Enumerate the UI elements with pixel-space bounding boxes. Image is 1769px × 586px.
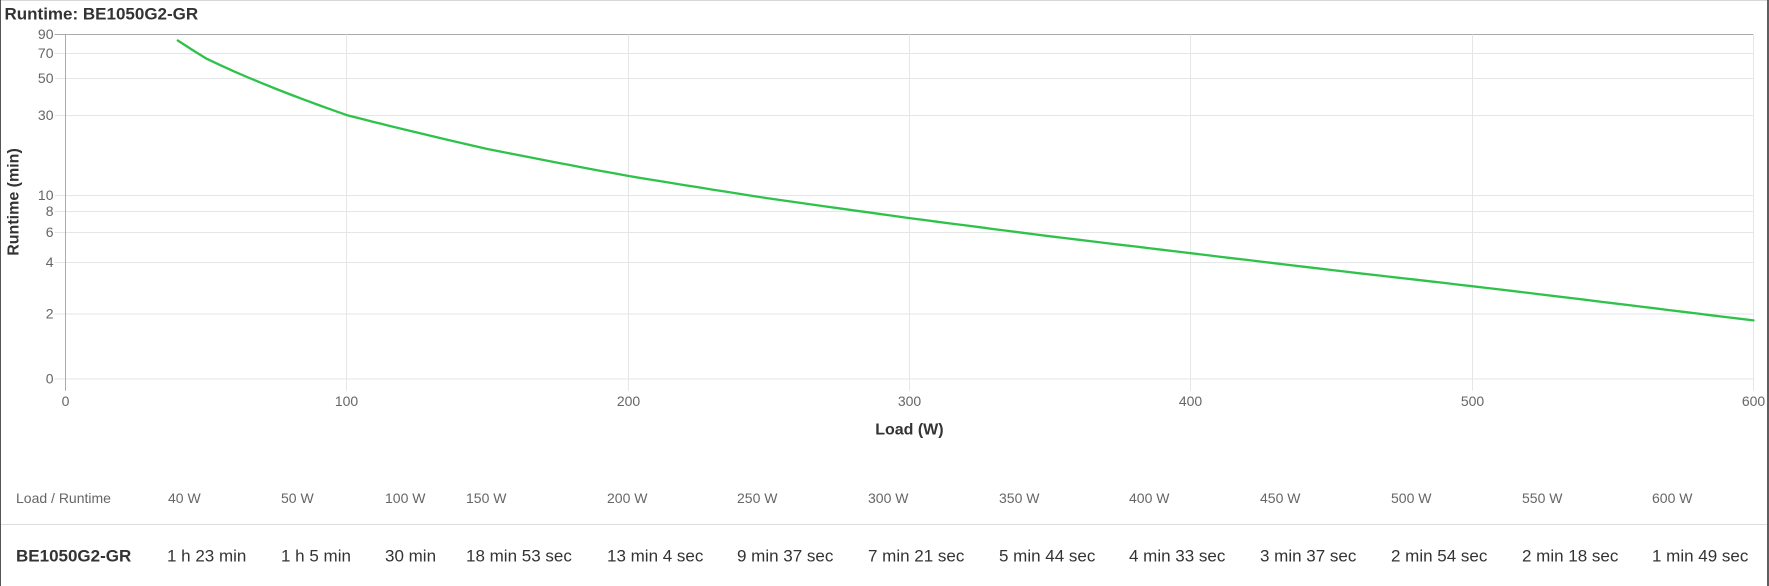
svg-text:50: 50 — [38, 70, 54, 86]
svg-text:300 W: 300 W — [868, 490, 909, 506]
svg-text:600: 600 — [1742, 393, 1766, 409]
svg-text:18 min 53 sec: 18 min 53 sec — [466, 546, 572, 565]
svg-text:BE1050G2-GR: BE1050G2-GR — [16, 546, 131, 565]
svg-text:Runtime (min): Runtime (min) — [6, 148, 23, 256]
svg-text:Load / Runtime: Load / Runtime — [16, 490, 111, 506]
svg-text:250 W: 250 W — [737, 490, 778, 506]
svg-text:350 W: 350 W — [999, 490, 1040, 506]
svg-text:500 W: 500 W — [1391, 490, 1432, 506]
svg-text:450 W: 450 W — [1260, 490, 1301, 506]
svg-text:Runtime: BE1050G2-GR: Runtime: BE1050G2-GR — [5, 5, 199, 24]
svg-text:300: 300 — [898, 393, 922, 409]
svg-text:100 W: 100 W — [385, 490, 426, 506]
svg-text:9 min 37 sec: 9 min 37 sec — [737, 546, 834, 565]
svg-text:7 min 21 sec: 7 min 21 sec — [868, 546, 965, 565]
svg-text:4 min 33 sec: 4 min 33 sec — [1129, 546, 1226, 565]
svg-text:400: 400 — [1179, 393, 1203, 409]
svg-text:40 W: 40 W — [168, 490, 201, 506]
svg-text:30 min: 30 min — [385, 546, 436, 565]
svg-text:200: 200 — [617, 393, 641, 409]
svg-text:13 min 4 sec: 13 min 4 sec — [607, 546, 704, 565]
svg-text:50 W: 50 W — [281, 490, 314, 506]
svg-text:1 h 5 min: 1 h 5 min — [281, 546, 351, 565]
svg-text:Load (W): Load (W) — [875, 422, 943, 439]
svg-text:400 W: 400 W — [1129, 490, 1170, 506]
svg-text:150 W: 150 W — [466, 490, 507, 506]
svg-text:1 min 49 sec: 1 min 49 sec — [1652, 546, 1749, 565]
svg-text:8: 8 — [46, 203, 54, 219]
svg-text:2 min 54 sec: 2 min 54 sec — [1391, 546, 1488, 565]
svg-text:90: 90 — [38, 26, 54, 42]
svg-text:600 W: 600 W — [1652, 490, 1693, 506]
svg-text:500: 500 — [1461, 393, 1485, 409]
svg-text:100: 100 — [335, 393, 359, 409]
svg-text:6: 6 — [46, 224, 54, 240]
svg-text:0: 0 — [46, 371, 54, 387]
svg-text:10: 10 — [38, 187, 54, 203]
svg-text:4: 4 — [46, 254, 54, 270]
svg-text:1 h 23 min: 1 h 23 min — [167, 546, 246, 565]
svg-text:200 W: 200 W — [607, 490, 648, 506]
svg-text:30: 30 — [38, 107, 54, 123]
svg-text:2: 2 — [46, 306, 54, 322]
svg-text:2 min 18 sec: 2 min 18 sec — [1522, 546, 1619, 565]
svg-text:5 min 44 sec: 5 min 44 sec — [999, 546, 1096, 565]
svg-text:3 min 37 sec: 3 min 37 sec — [1260, 546, 1357, 565]
svg-text:0: 0 — [62, 393, 70, 409]
svg-text:550 W: 550 W — [1522, 490, 1563, 506]
svg-text:70: 70 — [38, 45, 54, 61]
